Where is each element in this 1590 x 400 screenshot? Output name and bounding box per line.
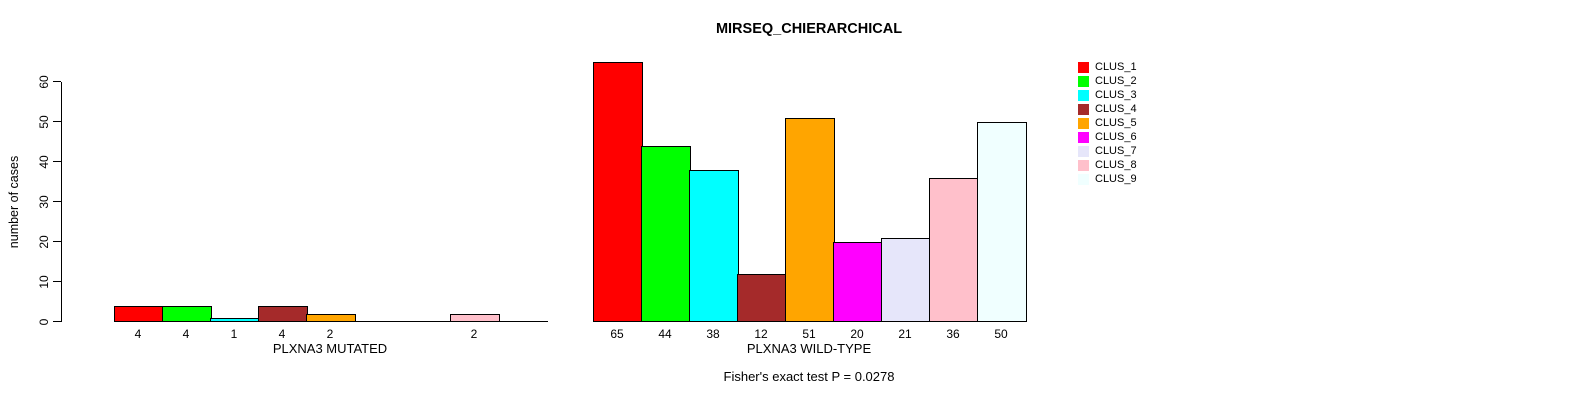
bar-value-label: 51 xyxy=(802,327,816,341)
bar-clus_9 xyxy=(977,122,1027,322)
zero-bar-clus_7 xyxy=(402,320,452,322)
bar-clus_5 xyxy=(785,118,835,322)
x-axis-label-wildtype: PLXNA3 WILD-TYPE xyxy=(746,341,872,356)
legend-item: CLUS_9 xyxy=(1078,172,1137,186)
legend: CLUS_1 CLUS_2 CLUS_3 CLUS_4 CLUS_5 CLUS_6 CLUS… xyxy=(1078,60,1137,186)
legend-swatch xyxy=(1078,145,1089,157)
chart-title: MIRSEQ_CHIERARCHICAL xyxy=(715,21,903,37)
bar-clus_2 xyxy=(641,146,691,322)
legend-item: CLUS_3 xyxy=(1078,88,1137,102)
bar-clus_5 xyxy=(306,314,356,322)
legend-label: CLUS_5 xyxy=(1095,117,1137,129)
bar-clus_8 xyxy=(929,178,979,322)
y-axis-tick xyxy=(52,81,61,83)
legend-item: CLUS_1 xyxy=(1078,60,1137,74)
y-axis-tick xyxy=(52,321,61,323)
legend-swatch xyxy=(1078,117,1089,129)
legend-item: CLUS_8 xyxy=(1078,158,1137,172)
bar-value-label: 4 xyxy=(134,327,142,341)
y-axis-tick xyxy=(52,161,61,163)
bar-clus_1 xyxy=(593,62,643,322)
bar-value-label: 44 xyxy=(658,327,672,341)
bar-value-label: 12 xyxy=(754,327,768,341)
legend-swatch xyxy=(1078,61,1089,73)
x-axis-label-mutated: PLXNA3 MUTATED xyxy=(272,341,388,356)
bar-value-label: 36 xyxy=(946,327,960,341)
y-axis-tick xyxy=(52,281,61,283)
legend-label: CLUS_4 xyxy=(1095,103,1137,115)
legend-label: CLUS_7 xyxy=(1095,145,1137,157)
bar-clus_8 xyxy=(450,314,500,322)
bar-value-label: 50 xyxy=(994,327,1008,341)
zero-bar-clus_6 xyxy=(354,320,404,322)
legend-label: CLUS_8 xyxy=(1095,159,1137,171)
bar-value-label: 4 xyxy=(182,327,190,341)
legend-item: CLUS_4 xyxy=(1078,102,1137,116)
legend-label: CLUS_1 xyxy=(1095,61,1137,73)
legend-swatch xyxy=(1078,89,1089,101)
legend-label: CLUS_9 xyxy=(1095,173,1137,185)
bar-value-label: 65 xyxy=(610,327,624,341)
legend-label: CLUS_6 xyxy=(1095,131,1137,143)
legend-item: CLUS_5 xyxy=(1078,116,1137,130)
fisher-test-annotation: Fisher's exact test P = 0.0278 xyxy=(723,369,895,384)
bar-value-label: 4 xyxy=(278,327,286,341)
bar-clus_4 xyxy=(737,274,787,322)
bar-clus_6 xyxy=(833,242,883,322)
y-axis-tick xyxy=(52,241,61,243)
legend-swatch xyxy=(1078,173,1089,185)
y-axis-tick xyxy=(52,121,61,123)
y-axis-tick xyxy=(52,201,61,203)
bar-clus_7 xyxy=(881,238,931,322)
y-axis-line xyxy=(60,82,62,322)
legend-swatch xyxy=(1078,159,1089,171)
bar-value-label: 20 xyxy=(850,327,864,341)
legend-label: CLUS_3 xyxy=(1095,89,1137,101)
legend-swatch xyxy=(1078,131,1089,143)
legend-item: CLUS_7 xyxy=(1078,144,1137,158)
zero-bar-clus_9 xyxy=(498,320,548,322)
bar-value-label: 1 xyxy=(230,327,238,341)
bar-value-label: 21 xyxy=(898,327,912,341)
bar-clus_2 xyxy=(162,306,212,322)
bar-value-label: 2 xyxy=(470,327,478,341)
bar-clus_3 xyxy=(689,170,739,322)
legend-item: CLUS_6 xyxy=(1078,130,1137,144)
bar-value-label: 2 xyxy=(326,327,334,341)
bar-value-label: 38 xyxy=(706,327,720,341)
legend-swatch xyxy=(1078,75,1089,87)
legend-swatch xyxy=(1078,103,1089,115)
legend-item: CLUS_2 xyxy=(1078,74,1137,88)
legend-label: CLUS_2 xyxy=(1095,75,1137,87)
